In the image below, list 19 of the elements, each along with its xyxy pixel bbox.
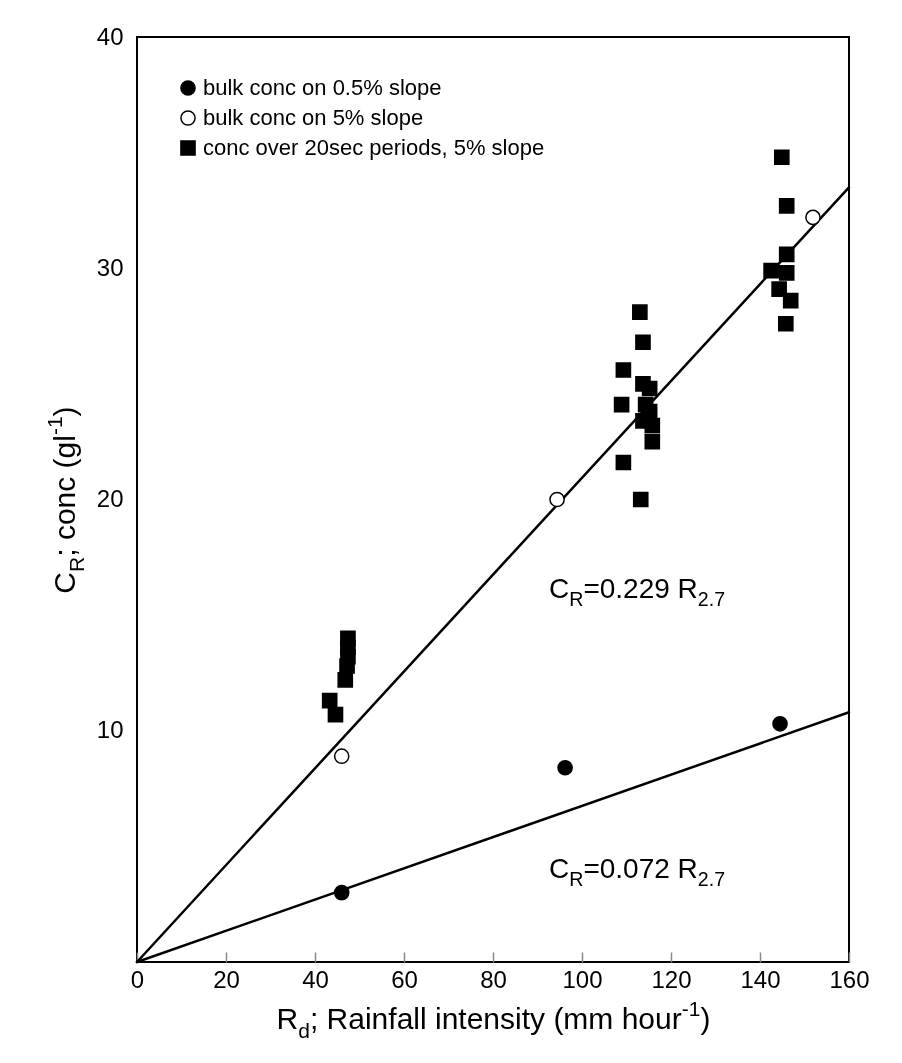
legend-label: conc over 20sec periods, 5% slope [203, 135, 545, 160]
x-tick-label: 20 [213, 965, 240, 993]
x-axis-title: R$_{d}$; Rainfall intensity (mm hour$^{-1}$) [276, 996, 711, 1042]
legend-label: bulk conc on 0.5% slope [203, 75, 442, 100]
annotation: C$_{R}$=0.229 R$_{2.7}$ [549, 573, 726, 611]
x-tick-label: 160 [829, 965, 870, 993]
y-tick-label: 40 [96, 22, 124, 50]
annotation: C$_{R}$=0.072 R$_{2.7}$ [549, 853, 726, 891]
legend-label: bulk conc on 5% slope [203, 105, 424, 130]
y-tick-label: 20 [96, 485, 124, 512]
x-tick-label: 140 [740, 965, 781, 993]
x-tick-label: 0 [130, 965, 145, 993]
x-tick-label: 80 [480, 965, 507, 993]
x-tick-label: 120 [651, 965, 692, 993]
x-tick-label: 40 [302, 965, 329, 993]
y-tick-label: 10 [96, 716, 124, 744]
y-tick-label: 30 [96, 253, 124, 281]
x-tick-label: 100 [562, 965, 603, 993]
x-tick-label: 60 [391, 965, 418, 993]
